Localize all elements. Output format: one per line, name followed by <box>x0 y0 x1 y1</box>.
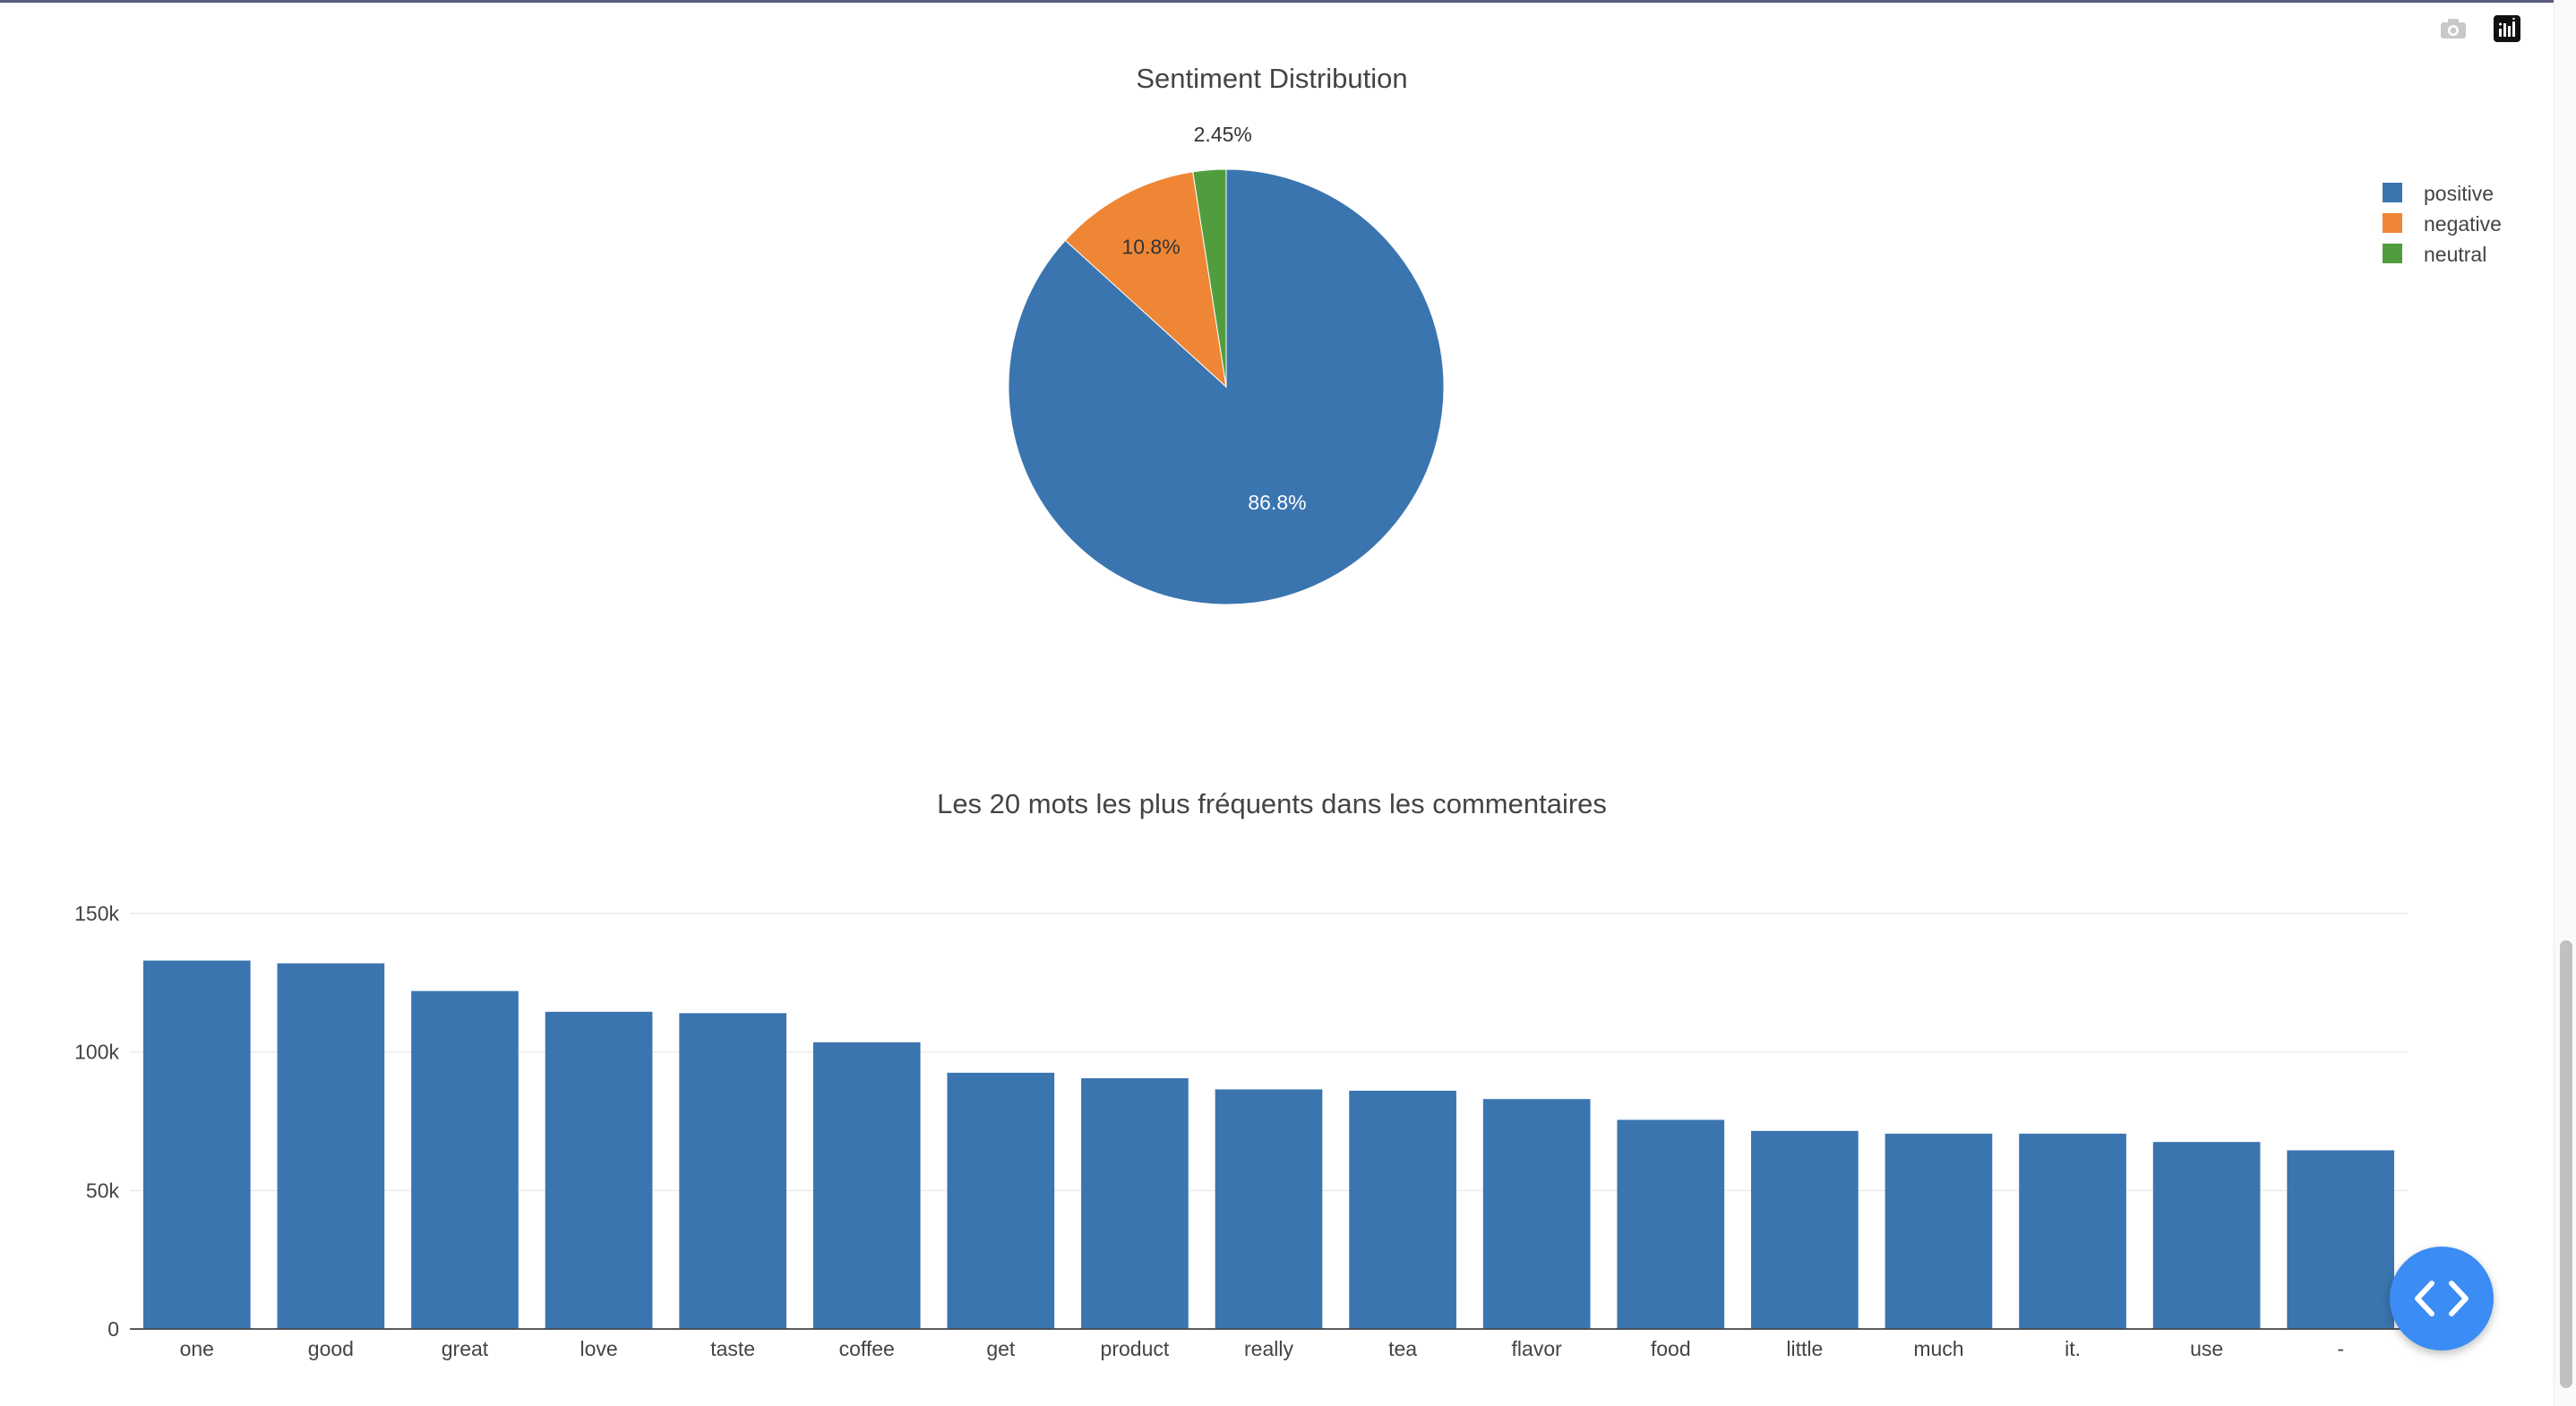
bar-0[interactable] <box>142 960 251 1329</box>
y-tick-label: 100k <box>74 1041 119 1064</box>
bar-14[interactable] <box>2019 1133 2126 1329</box>
bar-3[interactable] <box>545 1011 653 1329</box>
legend: positive negative neutral <box>2383 182 2502 266</box>
modebar <box>2438 14 2522 43</box>
bar-1[interactable] <box>277 963 385 1329</box>
legend-swatch-negative <box>2383 213 2402 233</box>
plotly-logo-icon[interactable] <box>2492 14 2522 43</box>
pie-title: Sentiment Distribution <box>1136 63 1407 94</box>
bar-11[interactable] <box>1617 1119 1725 1329</box>
x-tick-label: get <box>986 1337 1016 1360</box>
scrollbar-track[interactable] <box>2554 0 2576 1406</box>
code-toggle-button[interactable] <box>2390 1247 2494 1350</box>
x-tick-label: one <box>180 1337 214 1360</box>
bar-7[interactable] <box>1081 1078 1189 1329</box>
pie-slice-neutral[interactable] <box>1192 168 1227 388</box>
code-icon <box>2415 1281 2469 1316</box>
pie-label-positive: 86.8% <box>1248 491 1306 514</box>
x-tick-label: good <box>308 1337 354 1360</box>
x-tick-label: it. <box>2065 1337 2081 1360</box>
bar-chart: one good great love taste coffee get product rea… <box>130 960 2408 1360</box>
y-tick-label: 50k <box>86 1179 120 1202</box>
x-tick-label: tea <box>1388 1337 1417 1360</box>
bar-6[interactable] <box>947 1072 1055 1329</box>
legend-item-neutral[interactable]: neutral <box>2383 243 2486 266</box>
bar-2[interactable] <box>411 990 519 1329</box>
bar-13[interactable] <box>1885 1133 1993 1329</box>
legend-label-neutral: neutral <box>2424 243 2486 266</box>
x-tick-label: food <box>1651 1337 1691 1360</box>
scrollbar-thumb[interactable] <box>2560 940 2572 1388</box>
x-tick-label: - <box>2337 1337 2344 1360</box>
bar-12[interactable] <box>1751 1130 1859 1329</box>
pie-chart <box>1008 168 1445 605</box>
x-tick-label: product <box>1101 1337 1170 1360</box>
y-tick-label: 150k <box>74 902 119 925</box>
x-tick-label: taste <box>710 1337 755 1360</box>
top-border <box>0 0 2576 3</box>
legend-item-negative[interactable]: negative <box>2383 212 2502 236</box>
bar-10[interactable] <box>1482 1099 1591 1329</box>
bar-title: Les 20 mots les plus fréquents dans les … <box>937 788 1607 819</box>
x-tick-label: little <box>1786 1337 1823 1360</box>
legend-item-positive[interactable]: positive <box>2383 182 2494 205</box>
bar-8[interactable] <box>1215 1089 1323 1329</box>
camera-icon[interactable] <box>2438 14 2469 43</box>
x-tick-label: coffee <box>839 1337 895 1360</box>
pie-slice-negative[interactable] <box>1064 171 1227 389</box>
bar-9[interactable] <box>1349 1090 1456 1329</box>
bar-5[interactable] <box>812 1042 921 1329</box>
legend-swatch-positive <box>2383 183 2402 202</box>
x-tick-label: flavor <box>1512 1337 1563 1360</box>
legend-label-positive: positive <box>2424 182 2494 205</box>
bar-16[interactable] <box>2287 1150 2395 1329</box>
legend-swatch-neutral <box>2383 244 2402 263</box>
legend-label-negative: negative <box>2424 212 2502 236</box>
x-tick-label: much <box>1913 1337 1963 1360</box>
pie-label-negative: 10.8% <box>1121 236 1180 259</box>
pie-label-neutral: 2.45% <box>1194 123 1252 146</box>
x-tick-label: really <box>1244 1337 1293 1360</box>
x-tick-label: use <box>2190 1337 2223 1360</box>
y-tick-label: 0 <box>107 1317 119 1341</box>
bar-15[interactable] <box>2152 1142 2261 1329</box>
x-tick-label: love <box>580 1337 617 1360</box>
x-tick-label: great <box>442 1337 489 1360</box>
bar-4[interactable] <box>679 1013 786 1329</box>
